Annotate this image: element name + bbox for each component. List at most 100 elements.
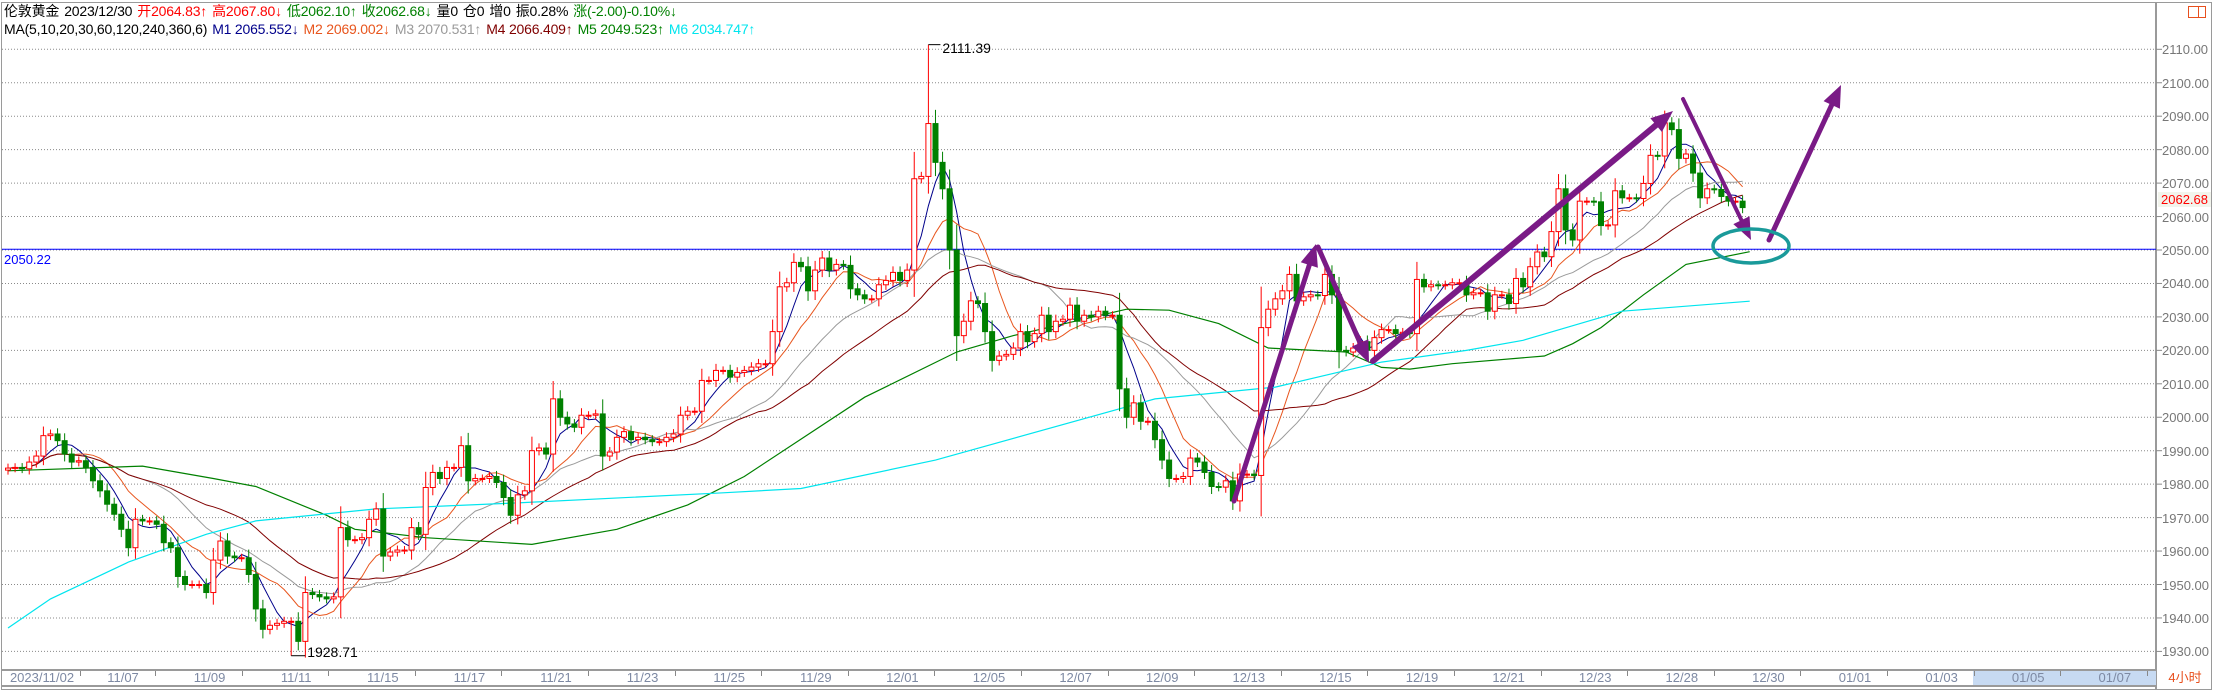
down-candle xyxy=(1088,310,1095,322)
candle-body xyxy=(182,575,188,585)
up-candle xyxy=(451,463,458,472)
candle-body xyxy=(897,271,904,281)
up-candle xyxy=(1095,305,1102,323)
time-label: 12/07 xyxy=(1059,670,1092,685)
candle-body xyxy=(1513,277,1520,305)
candle-body xyxy=(1045,314,1052,333)
candle-body xyxy=(1435,284,1442,287)
time-label: 11/25 xyxy=(713,670,745,685)
down-candle xyxy=(1421,273,1427,293)
ma-params[interactable]: MA(5,10,20,30,60,120,240,360,6) xyxy=(4,21,208,37)
candle-body xyxy=(904,269,911,281)
candle-body xyxy=(592,413,599,416)
time-label: 11/17 xyxy=(453,670,486,685)
layout-toggle-icon[interactable] xyxy=(2188,6,2206,18)
down-candle xyxy=(167,537,174,553)
candle-body xyxy=(1477,292,1484,295)
candle-body xyxy=(967,300,974,322)
candle-body xyxy=(1428,284,1435,288)
candle-body xyxy=(833,263,840,271)
up-candle xyxy=(1180,471,1187,483)
time-tick xyxy=(761,671,763,676)
candle-body xyxy=(344,527,351,541)
down-candle xyxy=(1123,377,1130,429)
up-candle xyxy=(394,545,401,557)
candle-body xyxy=(521,490,528,496)
arrow-shaft xyxy=(1231,262,1312,504)
candle-body xyxy=(1109,314,1116,317)
candle-body xyxy=(196,584,203,586)
candle-body xyxy=(790,261,797,284)
up-candle xyxy=(684,406,691,421)
candle-body xyxy=(302,592,309,642)
down-candle xyxy=(295,612,302,651)
candle-body xyxy=(656,441,663,444)
candle-body xyxy=(224,540,231,557)
symbol-name: 伦敦黄金 xyxy=(4,3,60,19)
time-tick xyxy=(1973,671,1975,676)
down-candle xyxy=(847,255,854,299)
down-candle xyxy=(939,151,946,200)
candle-body xyxy=(769,331,776,365)
candle-body xyxy=(33,455,40,463)
candle-body xyxy=(75,460,82,463)
period-selector[interactable]: 4小时 xyxy=(2168,670,2202,685)
ma-m1: M1 2065.552↓ xyxy=(212,21,299,37)
price-tick-label: 1970.00 xyxy=(2162,510,2209,526)
candle-body xyxy=(245,557,252,575)
candle-body xyxy=(953,249,960,337)
candle-body xyxy=(366,518,373,539)
candle-body xyxy=(1739,200,1746,209)
down-candle xyxy=(203,578,210,599)
candle-body xyxy=(571,423,578,428)
up-candle xyxy=(238,553,245,562)
up-candle xyxy=(812,260,819,301)
up-candle xyxy=(1449,278,1456,290)
price-tick-label: 1930.00 xyxy=(2162,644,2209,660)
price-axis-ticks xyxy=(2156,48,2162,652)
down-candle xyxy=(160,515,167,552)
up-candle xyxy=(486,471,493,483)
time-label: 11/11 xyxy=(280,670,312,685)
candle-body xyxy=(97,480,104,492)
down-candle xyxy=(500,474,507,506)
time-label: 12/19 xyxy=(1405,670,1439,685)
candle-body xyxy=(189,584,196,586)
down-candle xyxy=(68,448,75,469)
down-candle xyxy=(982,292,989,343)
candle-body xyxy=(1244,473,1250,476)
candle-body xyxy=(323,596,330,600)
candle-body xyxy=(422,486,429,535)
up-candle xyxy=(592,409,599,420)
up-candle xyxy=(1534,244,1541,275)
candle-body xyxy=(47,433,54,437)
candle-body xyxy=(1690,153,1697,174)
time-label: 01/03 xyxy=(1925,670,1958,685)
open-value: 开2064.83↑ xyxy=(137,3,208,19)
up-candle xyxy=(26,456,33,475)
down-candle xyxy=(840,260,847,270)
candle-body xyxy=(1682,153,1689,159)
down-candle xyxy=(1520,272,1527,293)
down-candle xyxy=(1151,412,1158,449)
up-candle xyxy=(1491,286,1498,320)
up-candle xyxy=(1385,325,1392,334)
down-candle xyxy=(1668,117,1675,136)
up-candle xyxy=(330,592,337,604)
up-candle xyxy=(1130,395,1137,425)
low-value: 低2062.10↑ xyxy=(286,3,357,19)
up-candle xyxy=(1258,286,1265,517)
candle-body xyxy=(939,161,946,190)
up-candle xyxy=(1272,292,1279,316)
close-value: 收2062.68↓ xyxy=(361,3,432,19)
up-candle xyxy=(691,407,698,416)
time-axis[interactable]: 2023/11/02 11/07 11/09 11/11 11/15 11/17 11/21… xyxy=(2,669,2156,687)
up-candle xyxy=(266,620,273,635)
candle-body xyxy=(812,269,819,292)
down-candle xyxy=(1562,174,1569,245)
down-candle xyxy=(174,536,181,588)
candle-body xyxy=(1704,188,1711,199)
candle-body xyxy=(1484,292,1491,312)
down-candle xyxy=(797,257,804,272)
